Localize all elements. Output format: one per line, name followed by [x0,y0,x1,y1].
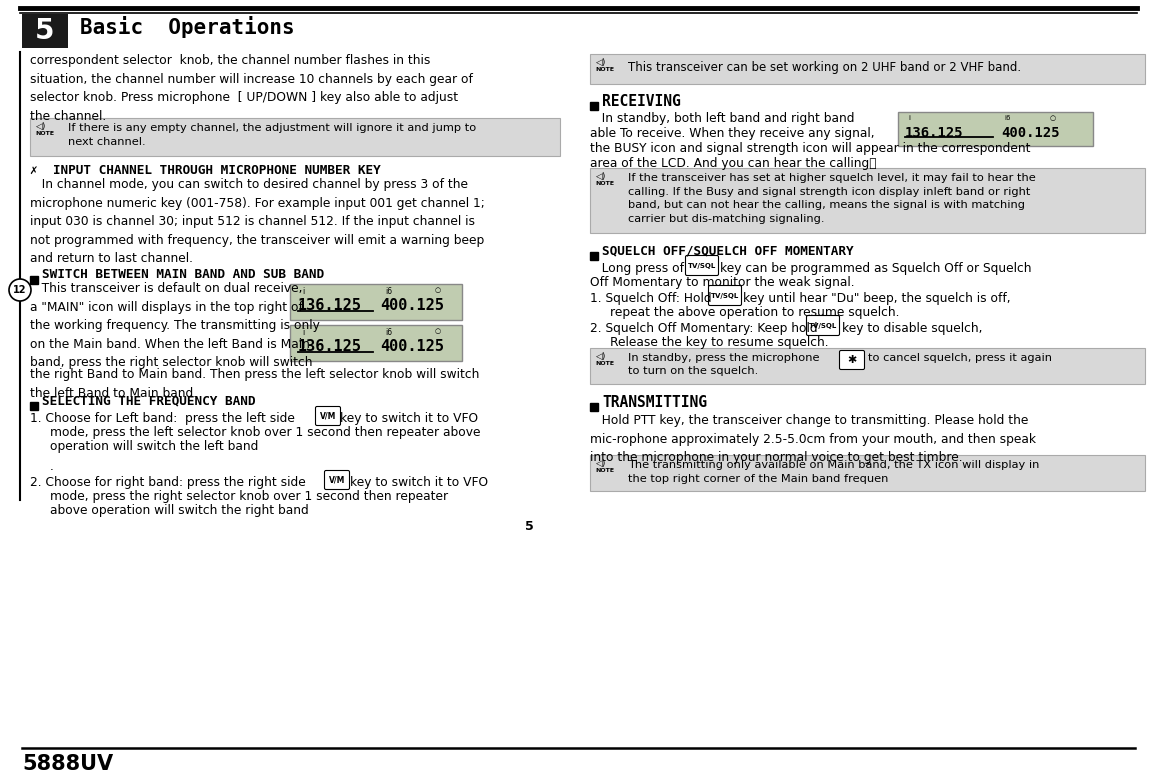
Text: key to switch it to VFO: key to switch it to VFO [351,476,488,489]
Text: i: i [302,328,304,337]
Text: If there is any empty channel, the adjustment will ignore it and jump to
next ch: If there is any empty channel, the adjus… [68,123,477,146]
Text: This transceiver can be set working on 2 UHF band or 2 VHF band.: This transceiver can be set working on 2… [628,61,1022,74]
Bar [30,118,560,156]
Text: Off Momentary to monitor the weak signal.: Off Momentary to monitor the weak signal… [590,276,855,289]
Text: mode, press the left selector knob over 1 second then repeater above: mode, press the left selector knob over … [50,426,480,439]
Text: TRANSMITTING: TRANSMITTING [602,395,707,410]
Text: Release the key to resume squelch.: Release the key to resume squelch. [610,336,828,349]
Text: TV/SQL: TV/SQL [809,323,838,329]
Text: V/M: V/M [329,475,345,485]
Bar [590,252,598,260]
Text: V/M: V/M [319,412,337,420]
Text: to turn on the squelch.: to turn on the squelch. [628,366,758,376]
Text: In standby, both left band and right band: In standby, both left band and right ban… [590,112,855,125]
Bar [30,276,38,284]
Text: In standby, press the microphone: In standby, press the microphone [628,353,819,363]
Bar [590,455,1145,491]
Bar [30,402,38,410]
Text: NOTE: NOTE [595,67,614,72]
Text: SQUELCH OFF/SQUELCH OFF MOMENTARY: SQUELCH OFF/SQUELCH OFF MOMENTARY [602,244,854,257]
Text: 5: 5 [35,17,54,45]
Text: 400.125: 400.125 [379,339,444,354]
Text: area of the LCD. And you can hear the calling。: area of the LCD. And you can hear the ca… [590,157,877,170]
Text: mode, press the right selector knob over 1 second then repeater: mode, press the right selector knob over… [50,490,448,503]
Text: the right Band to Main band. Then press the left selector knob will switch
the l: the right Band to Main band. Then press … [30,368,479,399]
FancyBboxPatch shape [316,406,340,426]
Text: i6: i6 [385,287,392,296]
Text: ◁): ◁) [596,459,606,468]
Text: ○: ○ [435,287,441,293]
FancyBboxPatch shape [708,286,742,306]
Text: 2. Squelch Off Momentary: Keep hold: 2. Squelch Off Momentary: Keep hold [590,322,818,335]
Text: This transceiver is default on dual receive,
a "MAIN" icon will displays in the : This transceiver is default on dual rece… [30,282,319,369]
Bar [590,54,1145,84]
Text: key to disable squelch,: key to disable squelch, [842,322,982,335]
Text: key to switch it to VFO: key to switch it to VFO [340,412,478,425]
Text: 1. Squelch Off: Hold: 1. Squelch Off: Hold [590,292,712,305]
Text: i6: i6 [385,328,392,337]
Text: i: i [908,115,911,121]
Text: SELECTING THE FREQUENCY BAND: SELECTING THE FREQUENCY BAND [42,394,256,407]
Text: 1. Choose for Left band:  press the left side: 1. Choose for Left band: press the left … [30,412,295,425]
Text: The transmitting only available on Main band, the TX icon will display in
the to: The transmitting only available on Main … [628,460,1039,484]
Text: 400.125: 400.125 [379,298,444,313]
Text: ○: ○ [1051,115,1056,121]
FancyBboxPatch shape [806,316,840,335]
Text: Hold PTT key, the transceiver change to transmitting. Please hold the
mic-rophon: Hold PTT key, the transceiver change to … [590,414,1036,464]
Text: ✱: ✱ [847,355,856,365]
FancyBboxPatch shape [840,351,864,370]
Text: key until hear "Du" beep, the squelch is off,: key until hear "Du" beep, the squelch is… [743,292,1010,305]
Text: ◁): ◁) [36,122,46,131]
Text: TV/SQL: TV/SQL [688,263,716,269]
Text: operation will switch the left band: operation will switch the left band [50,440,258,453]
Text: Long press of: Long press of [590,262,684,275]
Bar [590,102,598,110]
Text: correspondent selector  knob, the channel number flashes in this
situation, the : correspondent selector knob, the channel… [30,54,473,122]
Text: 5: 5 [525,520,533,533]
Text: ◁): ◁) [596,172,606,181]
Text: TV/SQL: TV/SQL [710,293,739,299]
Text: In channel mode, you can switch to desired channel by press 3 of the
microphone : In channel mode, you can switch to desir… [30,178,485,265]
Text: ✗  INPUT CHANNEL THROUGH MICROPHONE NUMBER KEY: ✗ INPUT CHANNEL THROUGH MICROPHONE NUMBE… [30,164,381,177]
Text: ◁): ◁) [596,58,606,67]
Text: to cancel squelch, press it again: to cancel squelch, press it again [868,353,1052,363]
Text: ◁): ◁) [596,352,606,361]
Text: NOTE: NOTE [595,181,614,186]
Text: If the transceiver has set at higher squelch level, it may fail to hear the
call: If the transceiver has set at higher squ… [628,173,1036,224]
Text: Basic  Operations: Basic Operations [80,16,295,38]
Bar [290,284,462,320]
Text: 136.125: 136.125 [299,298,362,313]
Text: 400.125: 400.125 [1001,126,1060,140]
Text: 12: 12 [13,285,27,295]
Text: 2. Choose for right band: press the right side: 2. Choose for right band: press the righ… [30,476,305,489]
Text: 136.125: 136.125 [905,126,964,140]
Text: .: . [50,460,54,473]
Text: repeat the above operation to resume squelch.: repeat the above operation to resume squ… [610,306,899,319]
Bar [898,112,1093,146]
Text: 5888UV: 5888UV [22,754,113,774]
Text: SWITCH BETWEEN MAIN BAND AND SUB BAND: SWITCH BETWEEN MAIN BAND AND SUB BAND [42,268,324,281]
Text: the BUSY icon and signal strength icon will appear in the correspondent: the BUSY icon and signal strength icon w… [590,142,1031,155]
FancyBboxPatch shape [324,471,349,489]
Text: key can be programmed as Squelch Off or Squelch: key can be programmed as Squelch Off or … [720,262,1032,275]
Text: i: i [302,287,304,296]
Bar [590,168,1145,233]
Bar [290,325,462,361]
Text: able To receive. When they receive any signal,: able To receive. When they receive any s… [590,127,875,140]
Text: NOTE: NOTE [595,361,614,366]
Text: i6: i6 [1004,115,1010,121]
Circle shape [9,279,31,301]
Text: 136.125: 136.125 [299,339,362,354]
Text: ○: ○ [435,328,441,334]
Bar [22,14,68,48]
FancyBboxPatch shape [685,255,718,275]
Text: NOTE: NOTE [595,468,614,473]
Text: above operation will switch the right band: above operation will switch the right ba… [50,504,309,517]
Text: NOTE: NOTE [35,131,54,136]
Bar [590,348,1145,384]
Text: RECEIVING: RECEIVING [602,94,680,109]
Bar [590,403,598,411]
